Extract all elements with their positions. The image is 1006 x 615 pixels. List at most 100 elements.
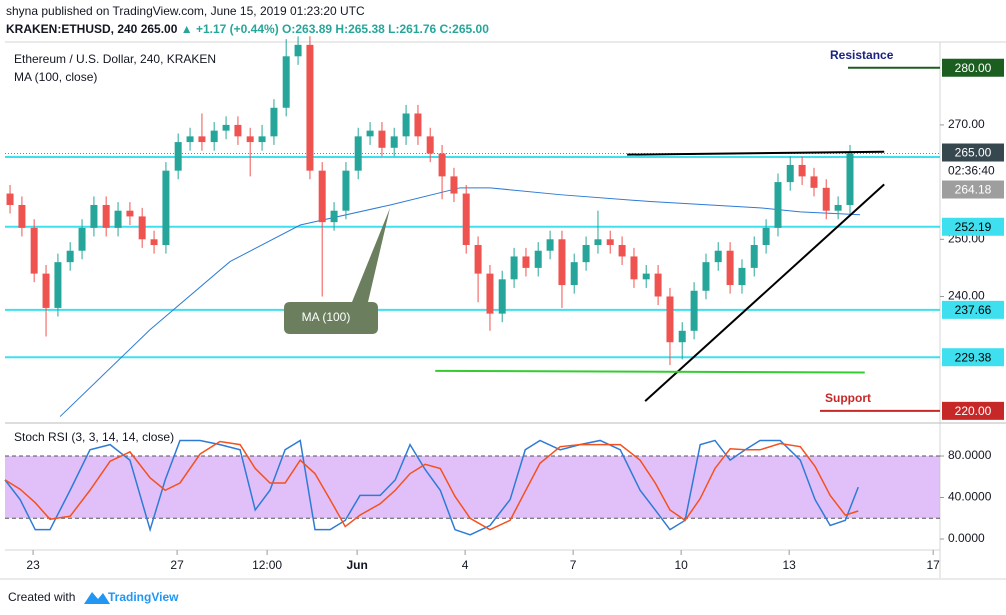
candle-body [558,239,566,286]
last-price-label: 265.00 [955,146,992,160]
symbol: KRAKEN:ETHUSD, 240 [6,22,138,36]
level-label: 229.38 [955,350,992,364]
candle-body [666,296,674,343]
support-price-label: 220.00 [955,404,992,418]
candle-body [6,193,14,205]
trendline [627,150,885,156]
candle-body [318,170,326,223]
candle-body [30,227,38,274]
candle-body [102,204,110,228]
price-marker: 264.18 [955,183,992,197]
candle-body [222,124,230,131]
candle-body [426,136,434,154]
candle-body [762,227,770,246]
candle-body [162,170,170,246]
candle-body [78,227,86,251]
candle-body [378,130,386,148]
y-tick-label: 80.0000 [948,448,992,462]
ma-legend: MA (100, close) [14,70,97,84]
candle-body [654,273,662,297]
stoch-line [4,440,859,531]
candle-body [258,136,266,143]
last: 265.00 [141,22,178,36]
y-tick-label: 270.00 [948,117,985,131]
candle-body [534,250,542,268]
candle-body [474,245,482,274]
candle-body [450,176,458,194]
candle-body [702,262,710,291]
candle-body [90,204,98,228]
candle-body [270,107,278,137]
candle-body [414,113,422,137]
close: C:265.00 [440,22,490,36]
trendline [435,369,865,374]
candle-body [750,245,758,268]
trendline [644,183,885,402]
x-tick-label: 4 [462,558,469,572]
resistance-label: Resistance [830,48,894,62]
low: L:261.76 [388,22,436,36]
candle-body [798,164,806,177]
candle-body [294,44,302,57]
support-label: Support [825,391,871,405]
x-tick-label: 17 [926,558,940,572]
y-tick-label: 240.00 [948,289,985,303]
level-label: 237.66 [955,303,992,317]
candle-body [138,216,146,240]
high: H:265.38 [335,22,385,36]
countdown: 02:36:40 [948,164,995,178]
stoch-line [4,439,859,536]
open: O:263.89 [282,22,332,36]
candle-body [18,204,26,228]
resistance-price-label-box [942,58,1004,77]
candle-body [330,210,338,223]
level-label: 252.19 [955,220,992,234]
candle-body [738,267,746,286]
candle-body [150,239,158,246]
x-tick-label: 7 [570,558,577,572]
ma-callout [284,208,390,334]
publish-line: shyna published on TradingView.com, June… [6,4,365,18]
change: ▲ +1.17 (+0.44%) [181,22,279,36]
candle-body [186,136,194,143]
candle-body [822,187,830,211]
candle-body [606,239,614,246]
symbol-line: KRAKEN:ETHUSD, 240 265.00 ▲ +1.17 (+0.44… [6,22,489,36]
level-label-box [942,300,1004,319]
x-tick-label: 13 [782,558,796,572]
level-label-box [942,348,1004,367]
candle-body [594,239,602,246]
y-tick-label: 0.0000 [948,531,985,545]
candle-body [690,290,698,331]
candle-body [282,56,290,108]
candle-body [678,330,686,343]
price-marker-box [942,180,1004,199]
candle-body [66,250,74,263]
candle-body [846,153,854,205]
candle-body [726,250,734,286]
candle-body [642,273,650,280]
candle-body [462,193,470,246]
stoch-band [5,456,940,519]
candle-body [546,239,554,251]
candle-body [510,256,518,280]
ma-callout-text: MA (100) [302,310,351,324]
candle-body [438,153,446,177]
ma-line [59,187,861,417]
logo [84,592,110,604]
support-price-label-box [942,401,1004,420]
main-title: Ethereum / U.S. Dollar, 240, KRAKEN [14,52,216,66]
candle-body [786,164,794,183]
candle-body [54,262,62,308]
candle-body [234,124,242,137]
candle-body [570,262,578,286]
candle-body [210,130,218,143]
x-tick-label: Jun [346,558,367,572]
candle-body [714,250,722,263]
candle-body [834,204,842,211]
x-tick-label: 27 [170,558,184,572]
y-tick-label: 40.0000 [948,490,992,504]
candle-body [618,245,626,257]
